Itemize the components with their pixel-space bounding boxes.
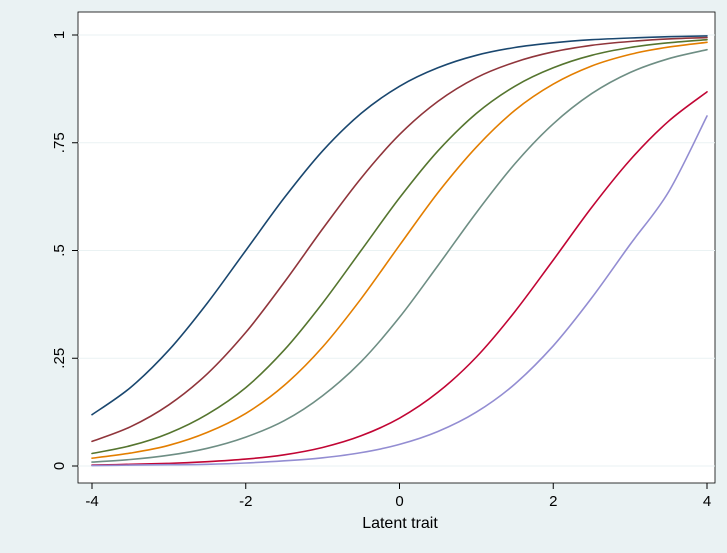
series-line-4 xyxy=(91,41,708,459)
series-layer xyxy=(91,35,708,467)
axis-layer: 0 .25 .5 .75 1 -4 -2 0 2 4 xyxy=(51,31,711,510)
x-tick-label: -2 xyxy=(239,493,252,510)
series-line-6 xyxy=(91,91,708,466)
x-tick-label: 2 xyxy=(549,493,557,510)
x-tick-label: -4 xyxy=(85,493,98,510)
y-tick-label: .75 xyxy=(51,132,68,153)
series-line-1 xyxy=(91,35,708,416)
x-tick-label: 0 xyxy=(395,493,403,510)
series-line-5 xyxy=(91,48,708,463)
series-line-2 xyxy=(91,36,708,443)
y-tick-label: 1 xyxy=(51,31,68,39)
y-tick-label: .25 xyxy=(51,348,68,369)
y-tick-label: 0 xyxy=(51,462,68,470)
y-tick-label: .5 xyxy=(51,244,68,257)
series-line-7 xyxy=(91,115,708,467)
series-line-3 xyxy=(91,38,708,455)
plot-area xyxy=(77,11,716,484)
x-axis-title: Latent trait xyxy=(362,515,438,532)
x-tick-label: 4 xyxy=(703,493,711,510)
